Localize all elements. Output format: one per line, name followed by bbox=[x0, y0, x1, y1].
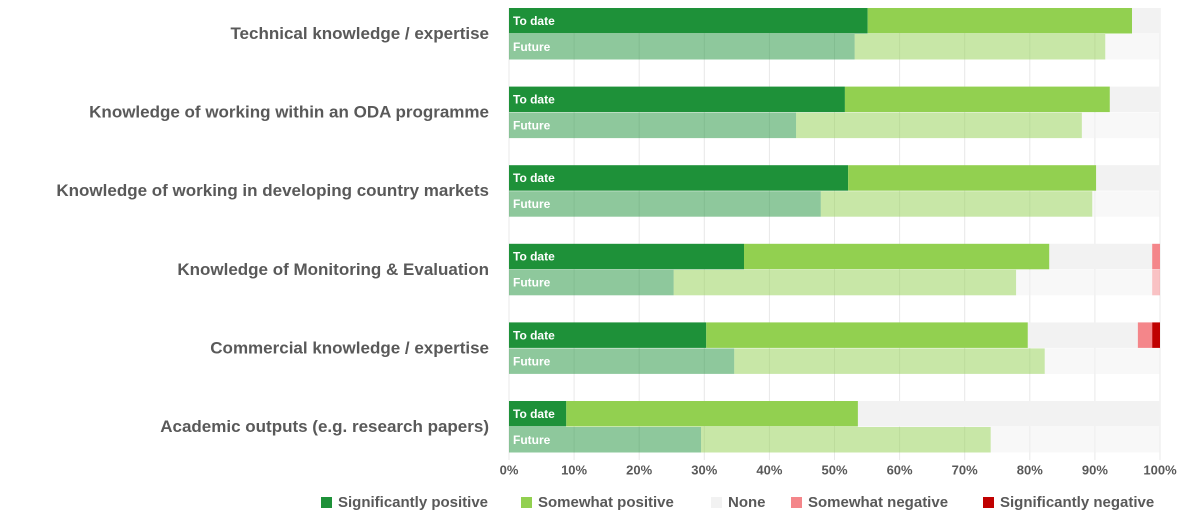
bar-label: To date bbox=[513, 407, 555, 421]
x-tick-label: 10% bbox=[561, 462, 587, 477]
bar-label: To date bbox=[513, 171, 555, 185]
bar-segment bbox=[1081, 112, 1160, 139]
bar-label: Future bbox=[513, 197, 551, 211]
bar-segment bbox=[1152, 269, 1160, 296]
bar-segment bbox=[509, 322, 707, 348]
category-label: Knowledge of Monitoring & Evaluation bbox=[177, 260, 489, 279]
bar-segment bbox=[509, 86, 845, 113]
x-tick-label: 20% bbox=[626, 462, 652, 477]
category-label: Technical knowledge / expertise bbox=[230, 24, 489, 43]
bar-segment bbox=[990, 427, 1160, 453]
bar-segment bbox=[1049, 243, 1153, 270]
category-label: Academic outputs (e.g. research papers) bbox=[160, 417, 489, 436]
legend-label: Significantly negative bbox=[1000, 494, 1154, 511]
bar-segment bbox=[854, 34, 1106, 60]
bar-label: Future bbox=[513, 119, 551, 133]
bar-label: To date bbox=[513, 93, 555, 107]
legend-label: Significantly positive bbox=[338, 494, 488, 511]
bar-segment bbox=[1105, 34, 1160, 60]
x-tick-label: 0% bbox=[500, 462, 519, 477]
legend-swatch bbox=[983, 497, 994, 508]
bar-segment bbox=[1109, 86, 1160, 113]
legend-swatch bbox=[711, 497, 722, 508]
bar-segment bbox=[566, 401, 858, 427]
x-tick-label: 40% bbox=[756, 462, 782, 477]
bar-segment bbox=[701, 427, 991, 453]
bar-segment bbox=[734, 348, 1045, 374]
bar-segment bbox=[509, 191, 821, 217]
bar-label: Future bbox=[513, 433, 551, 447]
bar-segment bbox=[1152, 322, 1160, 348]
bar-segment bbox=[509, 243, 745, 270]
bar-segment bbox=[1016, 269, 1153, 296]
x-tick-label: 50% bbox=[821, 462, 847, 477]
bar-segment bbox=[1096, 165, 1160, 191]
bar-segment bbox=[844, 86, 1110, 113]
bar-segment bbox=[1132, 8, 1160, 34]
bar-segment bbox=[509, 34, 855, 60]
bar-segment bbox=[1152, 243, 1160, 270]
bar-segment bbox=[820, 191, 1093, 217]
legend-swatch bbox=[321, 497, 332, 508]
bar-label: Future bbox=[513, 40, 551, 54]
category-label: Commercial knowledge / expertise bbox=[210, 338, 489, 357]
bar-segment bbox=[744, 243, 1050, 270]
bar-label: To date bbox=[513, 328, 555, 342]
bar-label: To date bbox=[513, 14, 555, 28]
bar-segment bbox=[706, 322, 1028, 348]
bar-segment bbox=[673, 269, 1017, 296]
bar-segment bbox=[509, 8, 868, 34]
bar-segment bbox=[857, 401, 1160, 427]
bar-segment bbox=[867, 8, 1133, 34]
bar-segment bbox=[1137, 322, 1153, 348]
legend-label: Somewhat negative bbox=[808, 494, 948, 511]
legend-label: None bbox=[728, 494, 766, 511]
legend-swatch bbox=[791, 497, 802, 508]
x-tick-label: 80% bbox=[1017, 462, 1043, 477]
bar-segment bbox=[509, 348, 735, 374]
x-tick-label: 100% bbox=[1143, 462, 1177, 477]
legend-swatch bbox=[521, 497, 532, 508]
bar-segment bbox=[509, 401, 567, 427]
category-label: Knowledge of working within an ODA progr… bbox=[89, 103, 489, 122]
category-label: Knowledge of working in developing count… bbox=[56, 181, 489, 200]
bar-label: Future bbox=[513, 354, 551, 368]
x-tick-label: 30% bbox=[691, 462, 717, 477]
bar-segment bbox=[509, 427, 702, 453]
bar-segment bbox=[848, 165, 1097, 191]
bar-label: Future bbox=[513, 276, 551, 290]
bar-segment bbox=[509, 165, 849, 191]
bar-segment bbox=[1027, 322, 1138, 348]
x-tick-label: 70% bbox=[952, 462, 978, 477]
bar-label: To date bbox=[513, 250, 555, 264]
x-tick-label: 60% bbox=[887, 462, 913, 477]
bar-segment bbox=[509, 269, 674, 296]
bar-segment bbox=[509, 112, 797, 139]
bar-segment bbox=[796, 112, 1082, 139]
legend-label: Somewhat positive bbox=[538, 494, 674, 511]
bar-segment bbox=[1044, 348, 1160, 374]
bar-segment bbox=[1092, 191, 1160, 217]
x-tick-label: 90% bbox=[1082, 462, 1108, 477]
